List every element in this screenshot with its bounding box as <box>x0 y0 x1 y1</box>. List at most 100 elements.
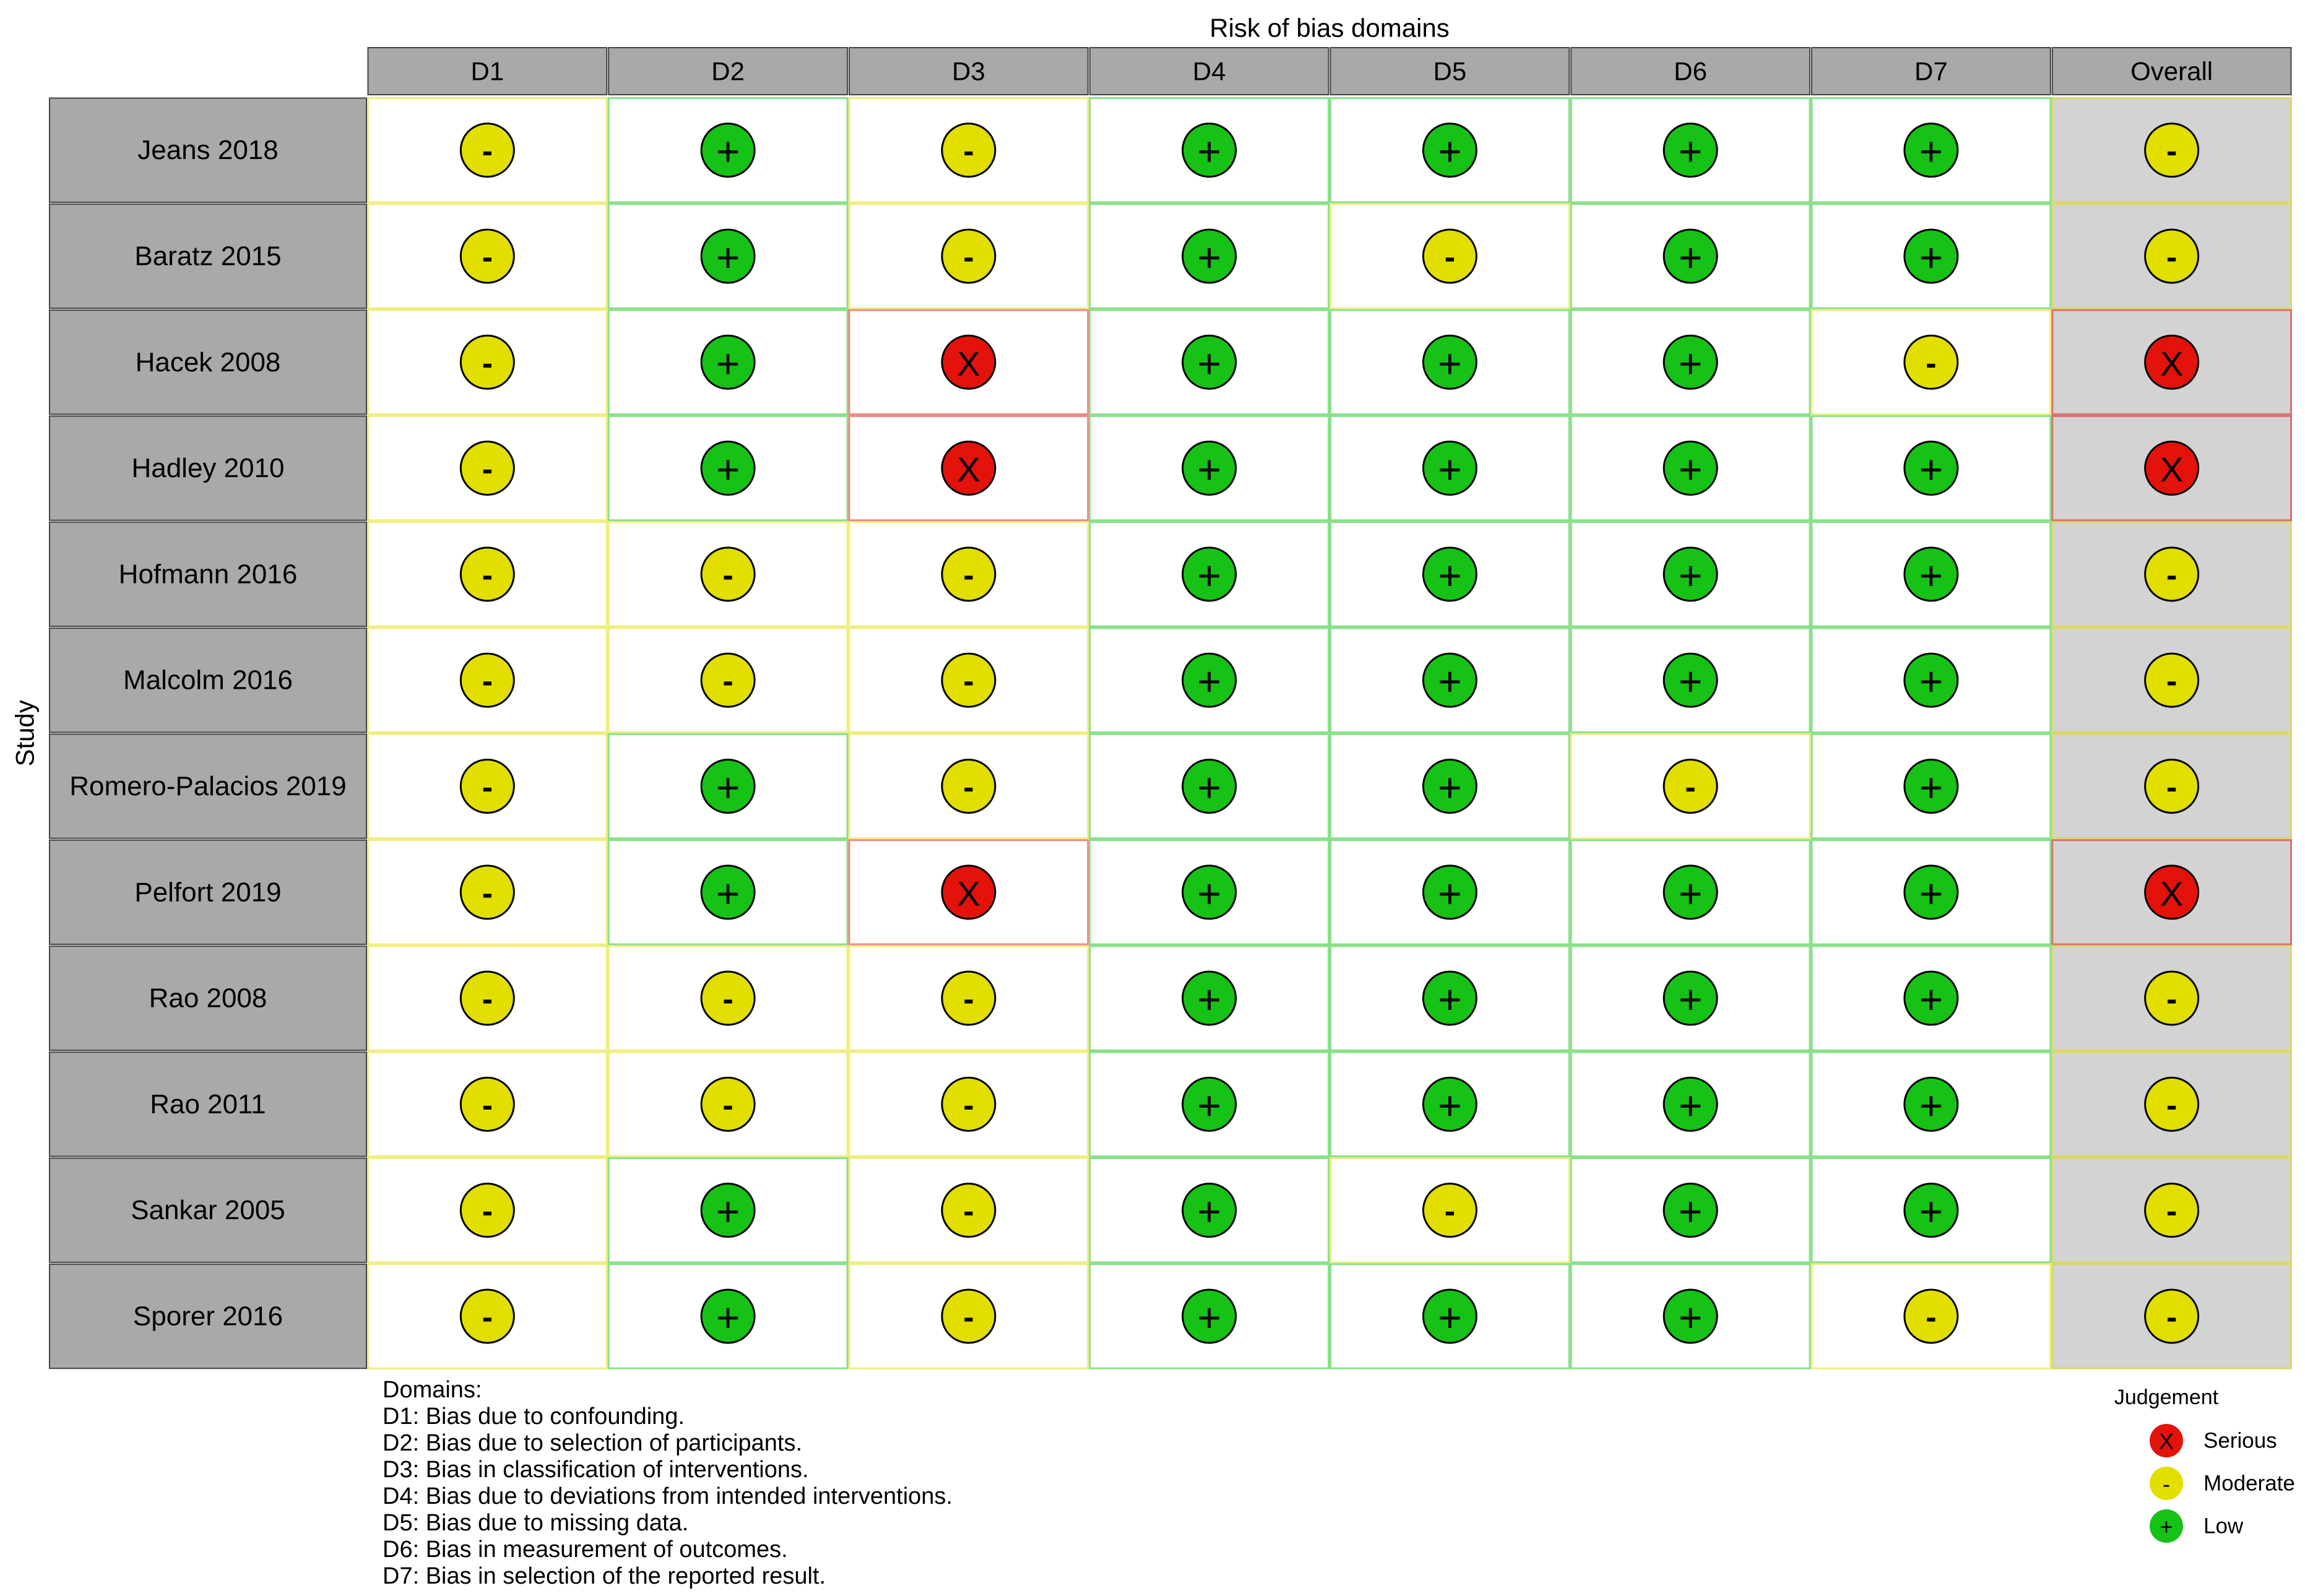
cell-border <box>848 203 1089 309</box>
study-label-text: Hofmann 2016 <box>119 559 298 589</box>
cell-border <box>2051 97 2292 204</box>
cell-border <box>1330 309 1570 415</box>
judgement-symbol: + <box>1919 871 1944 917</box>
column-header-label: D1 <box>471 57 504 86</box>
judgement-moderate-malcolm-2016-d1 <box>459 652 515 708</box>
judgement-symbol: - <box>2166 1300 2177 1335</box>
judgement-low-jeans-2018-d7 <box>1903 123 1959 178</box>
cell-border <box>367 97 608 204</box>
column-header-label: D5 <box>1434 57 1467 86</box>
column-header-d3 <box>849 47 1089 95</box>
cell-border <box>1089 1157 1330 1264</box>
study-label-sankar-2005 <box>49 1157 367 1263</box>
judgement-symbol: + <box>1438 764 1462 810</box>
judgement-symbol: - <box>2166 1087 2177 1123</box>
cell-border <box>1570 1157 1811 1264</box>
judgement-symbol: + <box>1679 447 1703 493</box>
judgement-symbol: - <box>722 981 733 1017</box>
judgement-low-romero-palacios-2019-d2 <box>700 758 756 814</box>
judgement-symbol: + <box>1438 871 1462 917</box>
judgement-symbol: + <box>1438 553 1462 598</box>
judgement-low-hofmann-2016-d6 <box>1663 546 1718 602</box>
cell-border <box>607 1157 849 1264</box>
judgement-low-hofmann-2016-d5 <box>1422 546 1477 602</box>
cell-border <box>848 1263 1089 1370</box>
judgement-symbol: - <box>2166 981 2177 1017</box>
judgement-low-hadley-2010-d5 <box>1422 441 1477 496</box>
judgement-moderate-sporer-2016-d3 <box>941 1288 997 1344</box>
cell-border <box>607 97 849 204</box>
judgement-serious-pelfort-2019-d3 <box>941 865 997 920</box>
judgement-moderate-rao-2008-d2 <box>700 970 756 1026</box>
cell-border <box>1330 627 1570 733</box>
cell-border <box>1089 945 1330 1051</box>
judgement-symbol: - <box>2166 1194 2177 1230</box>
judgement-moderate-malcolm-2016-d3 <box>941 652 997 708</box>
overall-column-background <box>2051 97 2292 1370</box>
cell-border <box>1570 945 1811 1051</box>
domains-key-item: D3: Bias in classification of interventi… <box>383 1457 809 1483</box>
cell-border <box>1810 203 2052 309</box>
study-label-baratz-2015 <box>49 203 367 309</box>
judgement-symbol: - <box>963 1087 974 1123</box>
judgement-low-pelfort-2019-d4 <box>1182 865 1237 920</box>
cell-border <box>1810 627 2052 733</box>
judgement-symbol: - <box>1445 1194 1455 1230</box>
judgement-symbol: - <box>722 663 733 699</box>
judgement-moderate-sporer-2016-d7 <box>1903 1288 1959 1344</box>
judgement-serious-hacek-2008-d3 <box>941 334 997 390</box>
study-label-text: Hadley 2010 <box>131 453 284 483</box>
cell-border <box>1570 521 1811 628</box>
study-label-text: Malcolm 2016 <box>123 665 293 696</box>
judgement-symbol: + <box>1679 340 1703 386</box>
study-label-rao-2011 <box>49 1051 367 1157</box>
judgement-moderate-romero-palacios-2019-d6 <box>1663 758 1718 814</box>
study-label-malcolm-2016 <box>49 628 367 733</box>
domains-key-item: D4: Bias due to deviations from intended… <box>383 1483 953 1509</box>
cell-border <box>1570 839 1811 946</box>
judgement-low-hofmann-2016-d7 <box>1903 546 1959 602</box>
judgement-serious-hadley-2010-d3 <box>941 441 997 496</box>
judgement-symbol: - <box>963 134 974 170</box>
judgement-symbol: - <box>1926 345 1936 381</box>
judgement-symbol: + <box>1197 447 1221 493</box>
judgement-symbol: - <box>482 452 493 488</box>
y-axis-label: Study <box>11 700 40 766</box>
domains-key: Domains: D1: Bias due to confounding. D2… <box>383 1377 1311 1590</box>
judgement-low-pelfort-2019-d2 <box>700 865 756 920</box>
cell-border <box>1330 733 1570 840</box>
judgement-moderate-sporer-2016-overall <box>2144 1288 2200 1344</box>
legend-marker-serious <box>2150 1424 2183 1457</box>
judgement-low-rao-2008-d6 <box>1663 970 1718 1026</box>
judgement-symbol: X <box>957 344 980 383</box>
judgement-symbol: + <box>716 235 740 280</box>
column-header-label: D2 <box>711 57 745 86</box>
judgement-symbol: - <box>963 1194 974 1230</box>
legend-marker-moderate <box>2150 1467 2183 1500</box>
judgement-serious-hadley-2010-overall <box>2144 441 2200 496</box>
judgement-symbol: - <box>482 876 493 912</box>
judgement-symbol: + <box>716 340 740 386</box>
judgement-symbol: + <box>1679 658 1703 704</box>
judgement-symbol: + <box>1679 1082 1703 1128</box>
column-header-label: D7 <box>1914 57 1948 86</box>
judgement-low-malcolm-2016-d6 <box>1663 652 1718 708</box>
study-label-text: Sankar 2005 <box>131 1195 285 1225</box>
judgement-low-malcolm-2016-d4 <box>1182 652 1237 708</box>
judgement-symbol: - <box>1926 1300 1936 1335</box>
cell-border <box>607 309 849 415</box>
judgement-symbol: + <box>1919 553 1944 598</box>
judgement-low-rao-2008-d5 <box>1422 970 1477 1026</box>
judgement-low-malcolm-2016-d5 <box>1422 652 1477 708</box>
judgement-symbol: + <box>716 1189 740 1235</box>
cell-border <box>1089 733 1330 840</box>
cell-border <box>848 1051 1089 1157</box>
judgement-moderate-hacek-2008-d1 <box>459 334 515 390</box>
judgement-symbol: - <box>963 981 974 1017</box>
domains-key-item: D1: Bias due to confounding. <box>383 1404 685 1430</box>
judgement-symbol: + <box>1919 235 1944 280</box>
judgement-moderate-jeans-2018-overall <box>2144 123 2200 178</box>
cell-border <box>1810 415 2052 522</box>
cell-border <box>848 839 1089 946</box>
